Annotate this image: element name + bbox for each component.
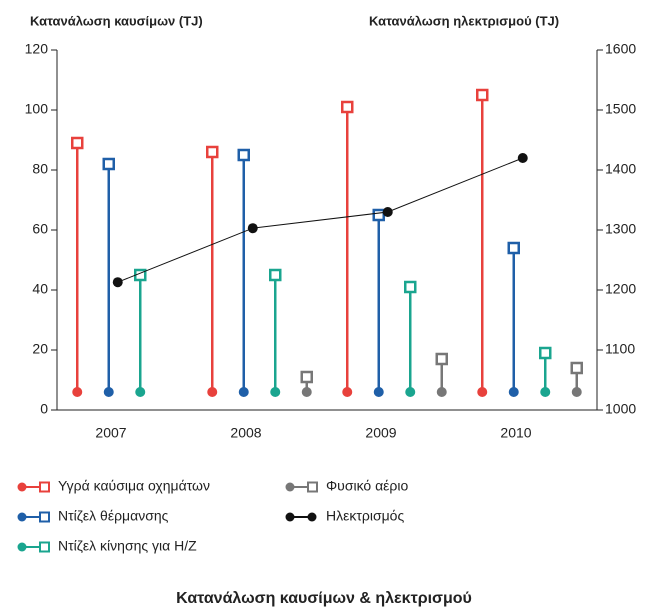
y-tick-label: 20 [32,341,48,357]
base-dot [477,387,488,397]
base-dot [72,387,83,397]
base-dot [373,387,384,397]
value-square [71,136,84,150]
base-dot [103,387,114,397]
legend-dot [17,512,27,522]
base-dot [540,387,551,397]
legend-dot [17,482,27,492]
y-tick-label: 120 [25,41,49,57]
y-tick-label: 0 [40,401,48,417]
value-square [435,352,448,366]
electricity-point [247,223,258,234]
legend-square [307,481,318,493]
base-dot [270,387,281,397]
electricity-point [112,277,123,288]
y2-tick-label: 1200 [605,281,636,297]
y2-tick-label: 1500 [605,101,636,117]
base-dot [571,387,582,397]
chart-title: Κατανάλωση καυσίμων & ηλεκτρισμού [176,590,472,607]
value-square [570,361,583,375]
y-axis-title: Κατανάλωση καυσίμων (TJ) [30,13,203,28]
legend-square [39,481,50,493]
value-square [102,157,115,171]
x-tick-label: 2008 [230,425,261,441]
base-dot [207,387,218,397]
electricity-point [382,207,393,217]
y2-tick-label: 1000 [605,401,636,417]
legend-dot [285,512,295,522]
x-tick-label: 2007 [95,425,126,441]
legend-label: Υγρά καύσιμα οχημάτων [58,478,210,494]
base-dot [405,387,416,397]
legend-label: Ηλεκτρισμός [326,508,404,524]
value-square [237,148,250,162]
y-tick-label: 80 [32,161,48,177]
legend-dot [307,512,317,522]
value-square [507,241,520,255]
base-dot [342,387,353,397]
legend-label: Ντίζελ θέρμανσης [58,508,169,524]
electricity-line [117,157,523,283]
y2-tick-label: 1400 [605,161,636,177]
legend-label: Φυσικό αέριο [326,478,408,494]
y-tick-label: 100 [25,101,49,117]
electricity-point [517,153,528,163]
base-dot [135,387,146,397]
value-square [341,100,354,114]
legend-dot [285,482,295,492]
value-square [404,280,417,294]
base-dot [301,387,312,397]
value-square [372,208,385,222]
x-tick-label: 2010 [500,425,531,441]
base-dot [238,387,249,397]
value-square [206,145,219,159]
legend-square [39,541,50,553]
value-square [269,268,282,282]
value-square [300,370,313,384]
legend-dot [17,542,27,552]
value-square [539,346,552,360]
y2-tick-label: 1300 [605,221,636,237]
base-dot [508,387,519,397]
x-tick-label: 2009 [365,425,396,441]
y2-tick-label: 1600 [605,41,636,57]
legend-label: Ντίζελ κίνησης για Η/Ζ [58,538,197,554]
y-tick-label: 40 [32,281,48,297]
legend-square [39,511,50,523]
y-tick-label: 60 [32,221,48,237]
y2-tick-label: 1100 [605,341,635,357]
y2-axis-title: Κατανάλωση ηλεκτρισμού (TJ) [369,13,559,28]
value-square [476,88,489,102]
base-dot [436,387,447,397]
